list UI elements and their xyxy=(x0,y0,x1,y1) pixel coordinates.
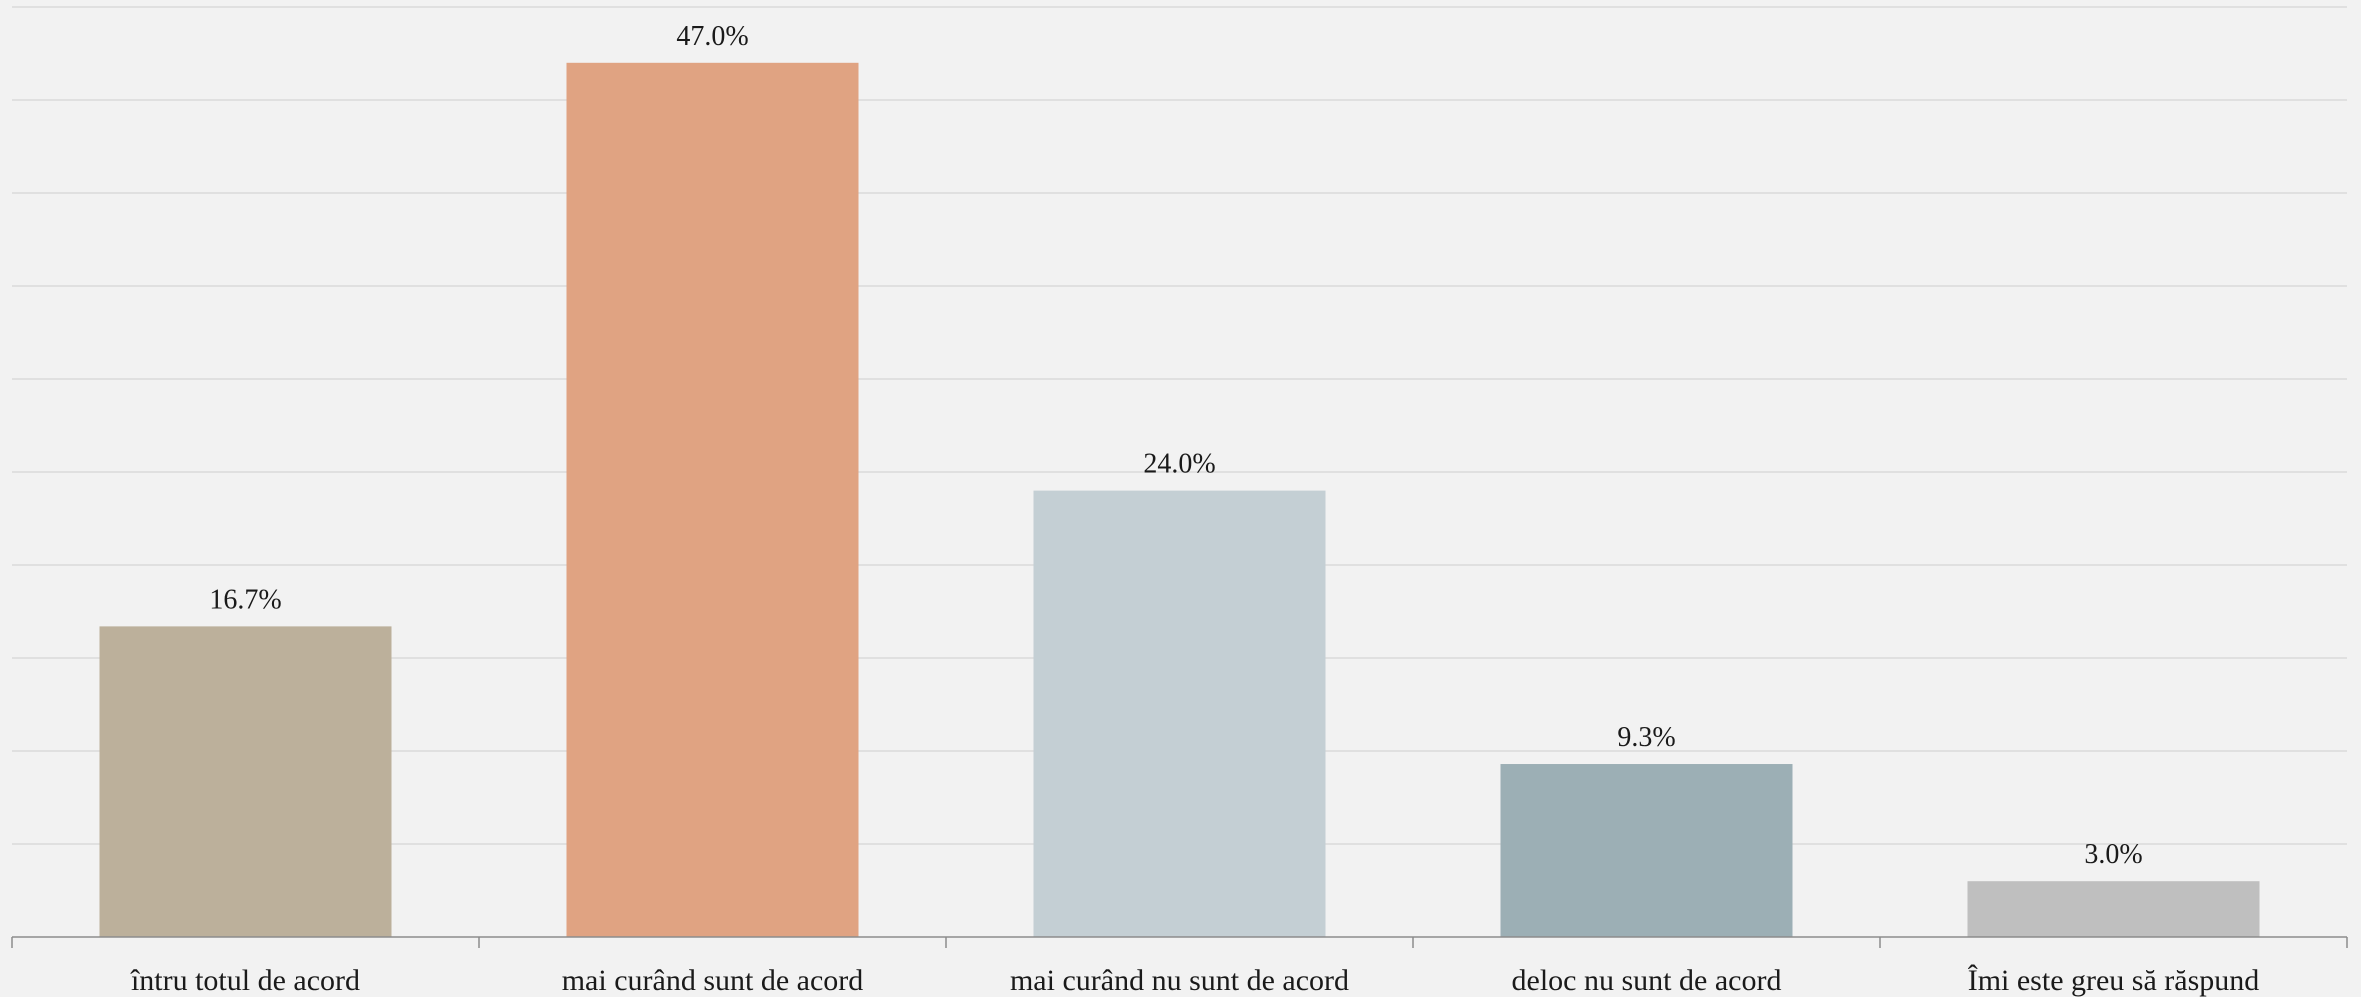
bar-value-label: 24.0% xyxy=(1143,449,1215,480)
category-label: întru totul de acord xyxy=(130,964,360,997)
bar-value-label: 16.7% xyxy=(209,584,281,615)
data-labels: 16.7% 47.0% 24.0% 9.3% 3.0% xyxy=(209,21,2142,870)
category-label: mai curând nu sunt de acord xyxy=(1010,964,1349,997)
category-labels: întru totul de acord mai curând sunt de a… xyxy=(130,964,2259,997)
bar xyxy=(1967,881,2260,937)
bars xyxy=(99,62,2260,938)
x-axis xyxy=(11,936,2348,948)
bar xyxy=(99,626,392,937)
bar xyxy=(1500,764,1793,937)
category-label: Îmi este greu să răspund xyxy=(1968,964,2260,997)
category-label: mai curând sunt de acord xyxy=(562,964,864,997)
category-label: deloc nu sunt de acord xyxy=(1512,964,1782,997)
bar-value-label: 3.0% xyxy=(2084,839,2142,870)
bar xyxy=(566,62,859,938)
bar xyxy=(1033,490,1326,937)
bar-value-label: 47.0% xyxy=(676,21,748,52)
gridlines xyxy=(12,6,2347,845)
bar-value-label: 9.3% xyxy=(1617,722,1675,753)
